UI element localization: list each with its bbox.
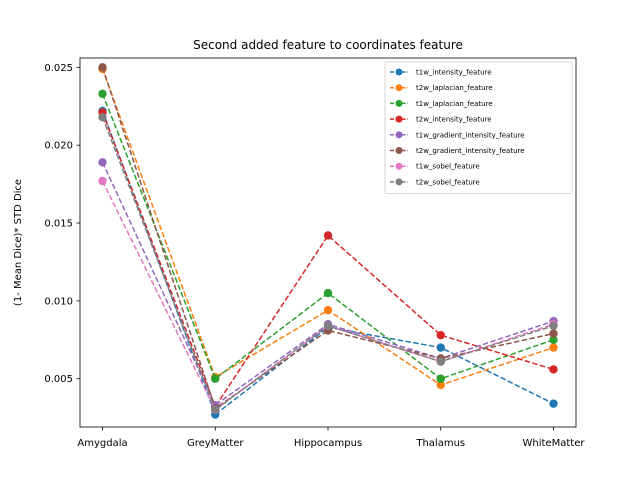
data-point bbox=[549, 365, 558, 374]
data-point bbox=[436, 374, 445, 383]
data-point bbox=[549, 335, 558, 345]
chart-title: Second added feature to coordinates feat… bbox=[193, 38, 463, 52]
series-t1w_laplacian_feature bbox=[98, 89, 558, 383]
data-point bbox=[549, 329, 558, 338]
legend-marker bbox=[395, 84, 403, 92]
legend-marker bbox=[395, 147, 403, 154]
legend-label: t1w_gradient_intensity_feature bbox=[416, 131, 525, 139]
legend-label: t2w_sobel_feature bbox=[416, 178, 480, 186]
series-t2w_sobel_feature bbox=[98, 112, 558, 415]
x-tick-label: Amygdala bbox=[77, 438, 127, 449]
x-tick-label: WhiteMatter bbox=[523, 438, 586, 449]
data-point bbox=[98, 89, 107, 99]
data-point bbox=[323, 321, 333, 330]
legend-item: t2w_gradient_intensity_feature bbox=[390, 147, 525, 155]
legend-label: t2w_intensity_feature bbox=[416, 116, 492, 124]
y-tick-label: 0.025 bbox=[44, 63, 73, 74]
series-line bbox=[101, 93, 554, 380]
y-tick-label: 0.005 bbox=[44, 374, 73, 385]
legend-label: t1w_intensity_feature bbox=[416, 69, 492, 77]
data-point bbox=[549, 343, 558, 352]
legend-item: t1w_laplacian_feature bbox=[390, 99, 493, 108]
legend-item: t2w_laplacian_feature bbox=[390, 84, 493, 92]
data-point bbox=[436, 357, 445, 366]
legend-item: t1w_gradient_intensity_feature bbox=[390, 131, 525, 139]
x-tick-label: Thalamus bbox=[415, 438, 465, 449]
data-point bbox=[549, 399, 558, 408]
legend-item: t1w_intensity_feature bbox=[390, 68, 492, 77]
series-line bbox=[101, 162, 554, 407]
legend-marker bbox=[395, 115, 403, 123]
y-tick-label: 0.010 bbox=[44, 296, 73, 307]
data-point bbox=[436, 330, 445, 340]
data-point bbox=[98, 176, 107, 186]
x-tick-label: GreyMatter bbox=[187, 438, 244, 449]
series-line bbox=[101, 112, 554, 409]
legend-item: t2w_sobel_feature bbox=[390, 178, 480, 186]
legend-item: t1w_sobel_feature bbox=[390, 162, 480, 171]
data-point bbox=[323, 306, 333, 315]
legend-label: t2w_gradient_intensity_feature bbox=[416, 147, 525, 155]
data-point bbox=[98, 63, 107, 72]
legend-label: t2w_laplacian_feature bbox=[416, 84, 493, 92]
data-point bbox=[98, 112, 107, 122]
legend-label: t1w_laplacian_feature bbox=[416, 100, 493, 108]
legend-marker bbox=[395, 162, 403, 170]
data-point bbox=[211, 374, 220, 383]
legend-label: t1w_sobel_feature bbox=[416, 163, 480, 171]
legend-marker bbox=[395, 131, 403, 139]
y-axis-label: (1- Mean Dice)* STD Dice bbox=[13, 179, 24, 306]
legend-marker bbox=[395, 178, 403, 186]
legend-item: t2w_intensity_feature bbox=[390, 115, 492, 124]
legend: t1w_intensity_feature t2w_laplacian_featu… bbox=[384, 61, 573, 195]
data-point bbox=[323, 231, 333, 240]
data-point bbox=[549, 321, 558, 330]
legend-marker bbox=[395, 99, 403, 107]
x-tick-label: Hippocampus bbox=[294, 438, 362, 449]
data-point bbox=[436, 380, 445, 390]
axes: Amygdala GreyMatter Hippocampus Thalamus Whi… bbox=[44, 63, 585, 449]
legend-marker bbox=[395, 68, 403, 76]
y-tick-label: 0.015 bbox=[44, 219, 73, 230]
y-tick-label: 0.020 bbox=[44, 141, 73, 152]
data-point bbox=[211, 405, 220, 415]
plot-area bbox=[98, 63, 558, 419]
data-point bbox=[436, 343, 445, 352]
legend-frame bbox=[384, 61, 573, 195]
data-point bbox=[98, 158, 107, 167]
data-point bbox=[323, 288, 333, 298]
